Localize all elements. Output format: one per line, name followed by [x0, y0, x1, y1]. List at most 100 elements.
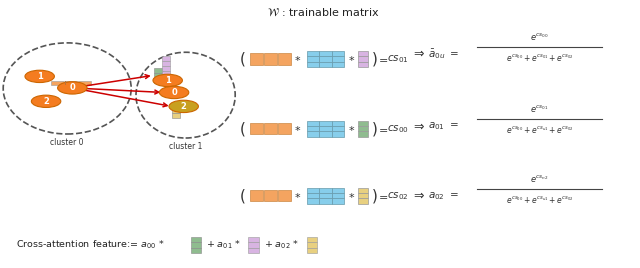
Circle shape [31, 95, 61, 107]
Bar [332, 131, 344, 137]
Text: $+$ $a_{01}$ $*$: $+$ $a_{01}$ $*$ [206, 239, 241, 251]
Text: Cross-attention feature:= $a_{00}$ $*$: Cross-attention feature:= $a_{00}$ $*$ [16, 239, 164, 251]
Text: $e^{cs_{00}} + e^{cs_{u1}} + e^{cs_{02}}$: $e^{cs_{00}} + e^{cs_{u1}} + e^{cs_{02}}… [506, 124, 573, 136]
Bar [319, 198, 332, 204]
Bar [358, 126, 368, 131]
Text: 0: 0 [70, 83, 75, 92]
Bar [191, 237, 201, 242]
Bar [65, 81, 66, 85]
Text: 1: 1 [164, 76, 171, 85]
Text: $e^{cs_{01}}$: $e^{cs_{01}}$ [530, 103, 549, 114]
Bar [162, 71, 170, 76]
Bar [250, 190, 263, 201]
Bar [307, 121, 319, 126]
Text: 0: 0 [172, 88, 177, 97]
Bar [307, 237, 317, 242]
Bar [332, 121, 344, 126]
Text: $*$: $*$ [294, 124, 301, 134]
Bar [358, 121, 368, 126]
Bar [358, 188, 368, 193]
Text: $+$ $a_{02}$ $*$: $+$ $a_{02}$ $*$ [264, 239, 299, 251]
Text: $e^{cs_{00}} + e^{cs_{u1}} + e^{cs_{02}}$: $e^{cs_{00}} + e^{cs_{u1}} + e^{cs_{02}}… [506, 194, 573, 205]
Bar [307, 193, 319, 198]
Bar [307, 126, 319, 131]
Text: $cs_{02}$: $cs_{02}$ [387, 190, 409, 202]
Bar [332, 56, 344, 62]
Circle shape [153, 74, 182, 87]
Bar [264, 123, 277, 134]
Bar [358, 193, 368, 198]
Text: (: ( [239, 51, 246, 66]
Bar [358, 198, 368, 204]
Bar [358, 62, 368, 67]
Bar [307, 198, 319, 204]
Text: 2: 2 [180, 102, 187, 111]
Bar [278, 53, 291, 65]
Bar [307, 248, 317, 253]
Bar [319, 62, 332, 67]
Bar [248, 237, 259, 242]
Bar [358, 51, 368, 56]
Bar [172, 103, 180, 108]
Text: (: ( [239, 188, 246, 203]
Bar [154, 73, 163, 78]
Bar [78, 81, 91, 85]
Text: 2: 2 [43, 97, 49, 106]
Text: 1: 1 [36, 72, 43, 81]
Text: $cs_{00}$: $cs_{00}$ [387, 123, 409, 135]
Bar [191, 242, 201, 248]
Bar [172, 113, 180, 118]
Text: $\bar{a}_{0u}$ $=$: $\bar{a}_{0u}$ $=$ [428, 47, 458, 61]
Bar [250, 53, 263, 65]
Bar [307, 242, 317, 248]
Text: ): ) [371, 121, 378, 136]
Text: $=$: $=$ [376, 54, 388, 64]
Text: $cs_{01}$: $cs_{01}$ [387, 53, 409, 65]
Text: $*$: $*$ [294, 191, 301, 201]
Bar [307, 188, 319, 193]
Bar [51, 81, 64, 85]
Text: ): ) [371, 51, 378, 66]
Bar [319, 188, 332, 193]
Text: $a_{02}$ $=$: $a_{02}$ $=$ [428, 190, 458, 202]
Text: $\Rightarrow$: $\Rightarrow$ [412, 47, 426, 60]
Bar [264, 190, 277, 201]
Text: $*$: $*$ [348, 191, 355, 201]
Text: $e^{cs_{00}} + e^{cs_{01}} + e^{cs_{02}}$: $e^{cs_{00}} + e^{cs_{01}} + e^{cs_{02}}… [506, 52, 573, 63]
Bar [332, 62, 344, 67]
Bar [332, 188, 344, 193]
Bar [172, 108, 180, 113]
Circle shape [169, 100, 198, 113]
Bar [358, 56, 368, 62]
Text: $*$: $*$ [294, 54, 301, 64]
Text: ): ) [371, 188, 378, 203]
Text: $\mathcal{W}$ : trainable matrix: $\mathcal{W}$ : trainable matrix [267, 7, 380, 18]
Bar [278, 190, 291, 201]
Bar [162, 56, 170, 61]
Bar [307, 131, 319, 137]
Text: $e^{cs_{00}}$: $e^{cs_{00}}$ [530, 31, 549, 42]
Text: $=$: $=$ [376, 124, 388, 134]
Bar [319, 193, 332, 198]
Bar [162, 61, 170, 66]
Text: cluster 0: cluster 0 [51, 138, 84, 147]
Circle shape [159, 86, 189, 99]
Bar [332, 193, 344, 198]
Text: $\Rightarrow$: $\Rightarrow$ [412, 189, 426, 202]
Bar [332, 198, 344, 204]
Bar [319, 131, 332, 137]
Bar [264, 53, 277, 65]
Bar [191, 248, 201, 253]
Bar [319, 56, 332, 62]
Text: $a_{01}$ $=$: $a_{01}$ $=$ [428, 120, 458, 132]
Bar [250, 123, 263, 134]
Bar [319, 121, 332, 126]
Text: cluster 1: cluster 1 [169, 142, 202, 151]
Circle shape [25, 70, 54, 83]
Bar [65, 81, 77, 85]
Text: (: ( [239, 121, 246, 136]
Bar [332, 51, 344, 56]
Bar [319, 126, 332, 131]
Bar [307, 62, 319, 67]
Bar [307, 56, 319, 62]
